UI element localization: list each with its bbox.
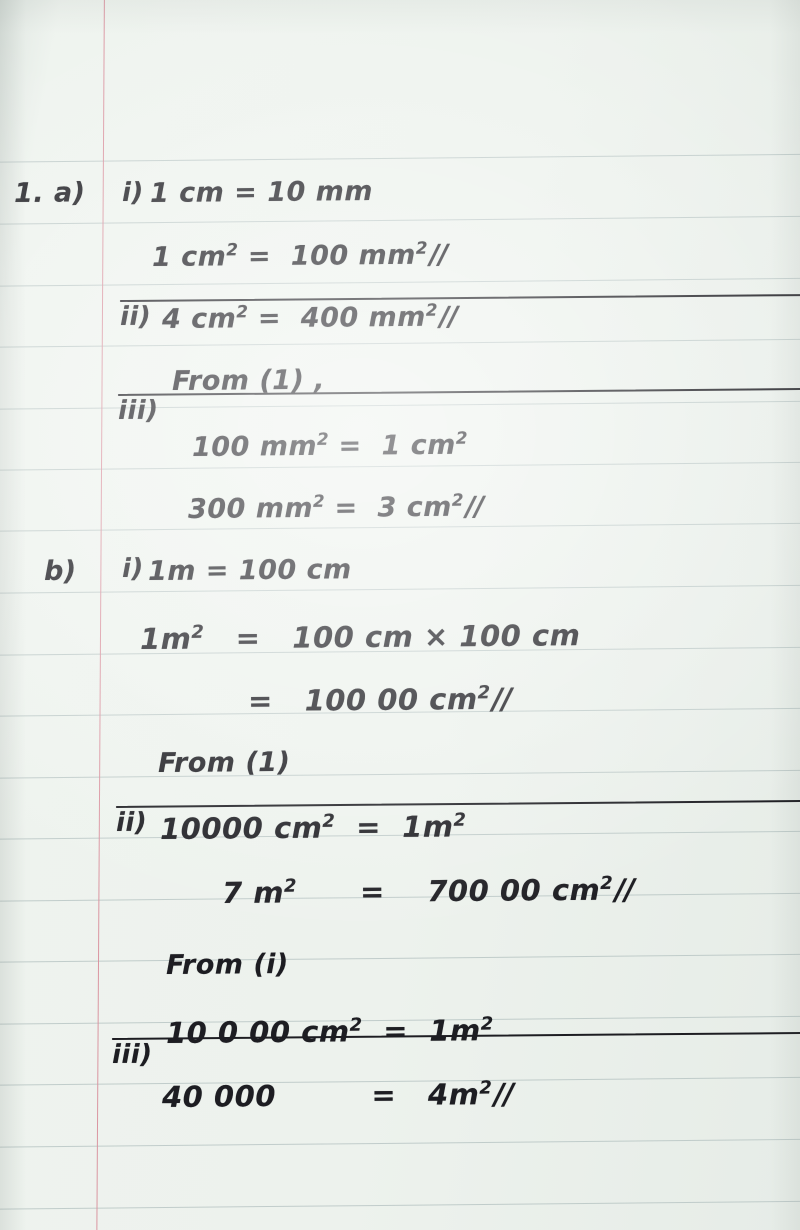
ruled-line (0, 338, 800, 348)
line-b-ii-0: From (1) (157, 746, 291, 779)
superscript-2: 2 (191, 621, 204, 643)
superscript-2: 2 (451, 489, 464, 510)
line-b-iii-2-lhs: 40 000 (161, 1079, 277, 1114)
end-mark: // (429, 239, 448, 271)
superscript-2: 2 (236, 301, 249, 322)
question-label-1a: 1. a) (13, 177, 86, 209)
equals-sign: = (371, 1077, 397, 1113)
end-mark: // (439, 301, 458, 333)
equals-sign: = (383, 1013, 409, 1049)
equals-sign: = (334, 492, 358, 524)
line-b-ii-1: 10000 cm2 = 1m2 (160, 809, 466, 846)
line-b-i-2: 1m2 = 100 cm × 100 cm (140, 618, 581, 656)
line-b-iii-2: 40 000 = 4m2// (162, 1077, 513, 1114)
superscript-2: 2 (455, 427, 468, 448)
end-mark: // (465, 491, 484, 523)
line-a-iii-1-lhs: 100 mm (191, 430, 318, 463)
line-a-iii-1: 100 mm2 = 1 cm2 (192, 428, 468, 463)
equals-sign: = (247, 240, 272, 273)
line-a-i-2-lhs: 1 cm (151, 241, 227, 273)
superscript-2: 2 (349, 1014, 363, 1036)
equals-sign: = (355, 810, 382, 845)
superscript-2: 2 (283, 875, 297, 897)
line-b-i-3-rhs: 100 00 cm (304, 681, 478, 718)
line-b-i-3: = 100 00 cm2// (248, 682, 512, 718)
line-b-iii-0: From (i) (165, 948, 289, 981)
question-label-1b: b) (43, 555, 77, 587)
line-a-iii-2-lhs: 300 mm (187, 492, 314, 525)
end-mark: // (491, 681, 512, 716)
superscript-2: 2 (415, 237, 428, 258)
superscript-2: 2 (479, 1077, 492, 1099)
equals-sign: = (235, 620, 261, 656)
line-b-ii-2-rhs: 700 00 cm (427, 872, 601, 909)
line-a-ii-1-rhs: 400 mm (300, 301, 426, 334)
line-a-i-2: 1 cm2 = 100 mm2// (152, 237, 448, 273)
line-a-ii-1-lhs: 4 cm (161, 303, 237, 335)
line-b-ii-2: 7 m2 = 700 00 cm2// (222, 872, 634, 910)
superscript-2: 2 (480, 1013, 494, 1035)
ruled-line (0, 1200, 800, 1210)
line-b-i-2-rhs: 100 cm × 100 cm (292, 618, 581, 655)
end-mark: // (614, 872, 635, 907)
ruled-line (0, 769, 800, 779)
line-b-iii-2-rhs: 4m (427, 1077, 480, 1112)
equals-sign: = (257, 302, 282, 335)
ruled-line (0, 461, 800, 471)
equals-sign: = (247, 683, 273, 718)
ruled-line (0, 153, 800, 163)
superscript-2: 2 (600, 872, 613, 895)
roman-marker-a-i: i) (121, 177, 144, 208)
margin-rule (96, 0, 105, 1230)
line-a-iii-2-rhs: 3 cm (377, 491, 452, 524)
superscript-2: 2 (312, 490, 325, 511)
line-a-iii-2: 300 mm2 = 3 cm2// (188, 489, 484, 525)
superscript-2: 2 (316, 428, 329, 449)
line-a-i-2-rhs: 100 mm (290, 239, 416, 272)
ruled-line (0, 1138, 800, 1148)
ruled-line (0, 277, 800, 287)
superscript-2: 2 (322, 810, 335, 832)
end-mark: // (493, 1076, 514, 1112)
line-b-ii-1-lhs: 10000 cm (159, 810, 323, 846)
equals-sign: = (359, 874, 386, 909)
ruled-line (0, 953, 800, 963)
line-a-ii-1: 4 cm2 = 400 mm2// (162, 299, 458, 335)
line-a-i-1: 1 cm = 10 mm (149, 176, 374, 209)
line-a-iii-0: From (1) , (171, 364, 326, 397)
equals-sign: = (338, 430, 362, 462)
superscript-2: 2 (226, 239, 239, 260)
ruled-line (0, 522, 800, 532)
superscript-2: 2 (477, 682, 491, 704)
line-b-iii-1: 10 0 00 cm2 = 1m2 (166, 1013, 494, 1050)
line-b-ii-2-lhs: 7 m (221, 875, 285, 910)
line-b-iii-1-rhs: 1m (429, 1013, 481, 1048)
line-b-i-1: 1m = 100 cm (147, 554, 352, 587)
superscript-2: 2 (453, 809, 467, 831)
ruled-line (0, 584, 800, 594)
superscript-2: 2 (425, 299, 438, 320)
line-a-iii-1-rhs: 1 cm (381, 429, 456, 462)
line-b-i-2-lhs: 1m (139, 621, 192, 656)
line-b-ii-1-rhs: 1m (401, 809, 454, 844)
roman-marker-b-i: i) (121, 553, 144, 584)
ruled-line (0, 215, 800, 225)
line-b-iii-1-lhs: 10 0 00 cm (165, 1014, 350, 1050)
